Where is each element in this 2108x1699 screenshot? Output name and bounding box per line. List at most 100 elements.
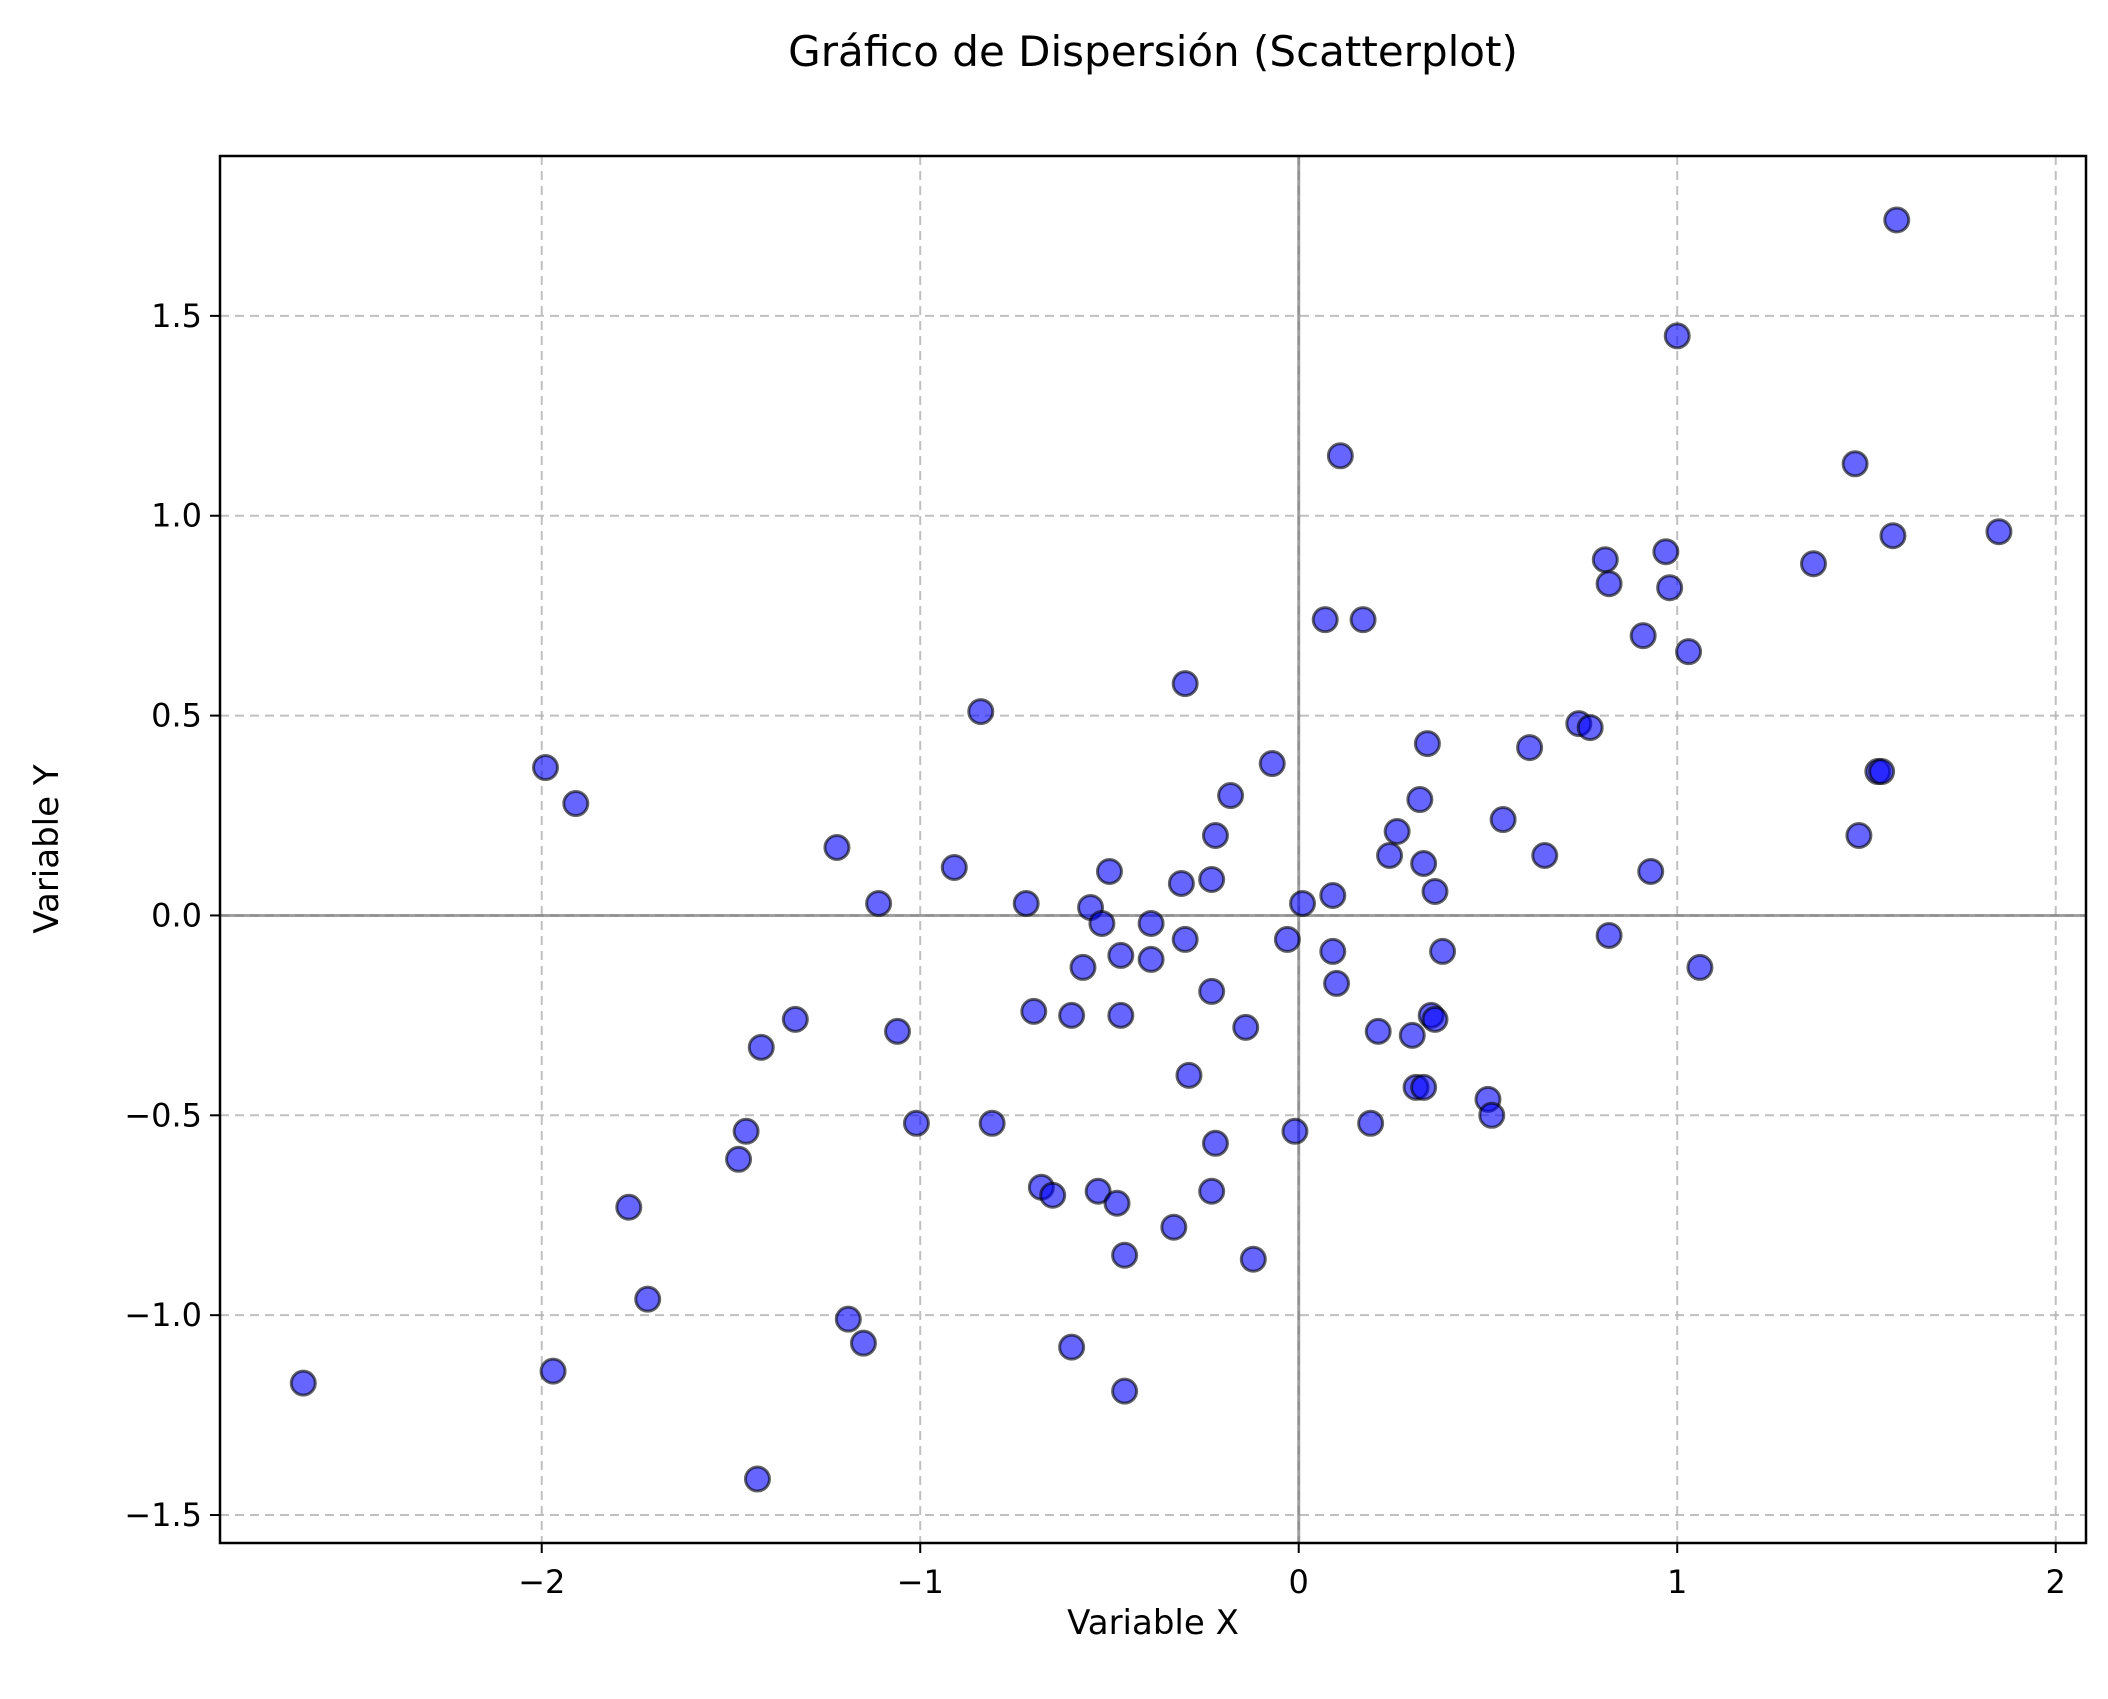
scatter-point: [1652, 538, 1680, 566]
x-tick-label: −2: [518, 1563, 565, 1601]
scatter-point: [781, 1005, 809, 1033]
scatter-point: [743, 1465, 771, 1493]
x-tick-label: −1: [897, 1563, 944, 1601]
scatter-point: [747, 1033, 775, 1061]
scatter-point: [1095, 857, 1123, 885]
y-tick-label: −1.0: [124, 1296, 202, 1334]
scatter-point: [1629, 622, 1657, 650]
scatter-point: [1595, 921, 1623, 949]
y-tick-label: 0.0: [151, 896, 202, 934]
scatter-point: [1675, 638, 1703, 666]
scatter-point: [1686, 953, 1714, 981]
scatter-point: [884, 1017, 912, 1045]
scatter-point: [1406, 786, 1434, 814]
scatter-point: [1137, 909, 1165, 937]
scatter-point: [1201, 1129, 1229, 1157]
scatter-point: [1012, 889, 1040, 917]
y-tick-label: −0.5: [124, 1096, 202, 1134]
scatter-point: [1398, 1021, 1426, 1049]
scatter-point: [1217, 782, 1245, 810]
x-axis-label: Variable X: [1067, 1603, 1239, 1643]
scatter-point: [1841, 450, 1869, 478]
plot-background: [220, 156, 2086, 1543]
scatter-point: [1103, 1189, 1131, 1217]
scatter-point: [1489, 806, 1517, 834]
scatter-point: [1349, 606, 1377, 634]
chart-title: Gráfico de Dispersión (Scatterplot): [788, 27, 1518, 76]
x-tick-label: 2: [2046, 1563, 2066, 1601]
scatter-point: [1107, 941, 1135, 969]
scatter-point: [1069, 953, 1097, 981]
scatter-point: [1326, 442, 1354, 470]
y-axis-label: Variable Y: [27, 764, 67, 933]
scatter-point: [1198, 865, 1226, 893]
scatter-point: [940, 853, 968, 881]
scatter-point: [1478, 1101, 1506, 1129]
scatter-point: [1273, 925, 1301, 953]
x-axis-ticks: −2 −1 0 1 2: [518, 1543, 2066, 1601]
scatter-point: [1107, 1001, 1135, 1029]
y-axis-ticks: −1.5 −1.0 −0.5 0.0 0.5 1.0 1.5: [124, 297, 220, 1534]
scatter-point: [1289, 889, 1317, 917]
scatter-point: [1111, 1377, 1139, 1405]
scatter-point: [1171, 670, 1199, 698]
scatter-point: [1595, 570, 1623, 598]
scatter-point: [1323, 969, 1351, 997]
plot-area: [218, 154, 2088, 1545]
scatter-point: [1421, 1005, 1449, 1033]
scatter-point: [1175, 1061, 1203, 1089]
scatter-point: [532, 754, 560, 782]
scatter-point: [1357, 1109, 1385, 1137]
scatter-point: [967, 698, 995, 726]
scatter-point: [1058, 1001, 1086, 1029]
scatter-point: [725, 1145, 753, 1173]
scatter-point: [1663, 322, 1691, 350]
scatter-point: [978, 1109, 1006, 1137]
scatter-point: [1421, 877, 1449, 905]
scatter-point: [1088, 909, 1116, 937]
scatter-point: [1576, 714, 1604, 742]
scatter-point: [1239, 1245, 1267, 1273]
scatter-point: [1232, 1013, 1260, 1041]
scatter-point: [732, 1117, 760, 1145]
scatter-point: [1364, 1017, 1392, 1045]
plot-frame: [218, 154, 2088, 1545]
scatter-point: [1020, 997, 1048, 1025]
x-tick-label: 0: [1289, 1563, 1309, 1601]
scatter-point: [1429, 937, 1457, 965]
data-points: [289, 206, 2013, 1493]
scatter-point: [1167, 869, 1195, 897]
scatter-point: [849, 1329, 877, 1357]
scatter-point: [1868, 758, 1896, 786]
x-tick-label: 1: [1667, 1563, 1687, 1601]
scatter-point: [1879, 522, 1907, 550]
scatter-point: [1531, 841, 1559, 869]
scatter-point: [615, 1193, 643, 1221]
scatter-point: [1637, 857, 1665, 885]
y-tick-label: 1.0: [151, 497, 202, 535]
scatter-point: [289, 1369, 317, 1397]
y-tick-label: 1.5: [151, 297, 202, 335]
scatter-point: [1319, 881, 1347, 909]
scatter-point: [1171, 925, 1199, 953]
scatter-point: [1198, 977, 1226, 1005]
scatter-point: [1084, 1177, 1112, 1205]
scatter-point: [1160, 1213, 1188, 1241]
scatter-point: [1258, 750, 1286, 778]
scatter-point: [865, 889, 893, 917]
scatter-point: [539, 1357, 567, 1385]
scatter-point: [1058, 1333, 1086, 1361]
scatter-point: [1198, 1177, 1226, 1205]
scatter-point: [1883, 206, 1911, 234]
scatter-point: [562, 790, 590, 818]
scatter-point: [1410, 1073, 1438, 1101]
scatter-point: [1656, 574, 1684, 602]
scatter-point: [634, 1285, 662, 1313]
scatter-point: [1281, 1117, 1309, 1145]
scatter-point: [1985, 518, 2013, 546]
y-tick-label: −1.5: [124, 1496, 202, 1534]
scatter-point: [1201, 822, 1229, 850]
scatter-point: [1319, 937, 1347, 965]
scatter-point: [1137, 945, 1165, 973]
